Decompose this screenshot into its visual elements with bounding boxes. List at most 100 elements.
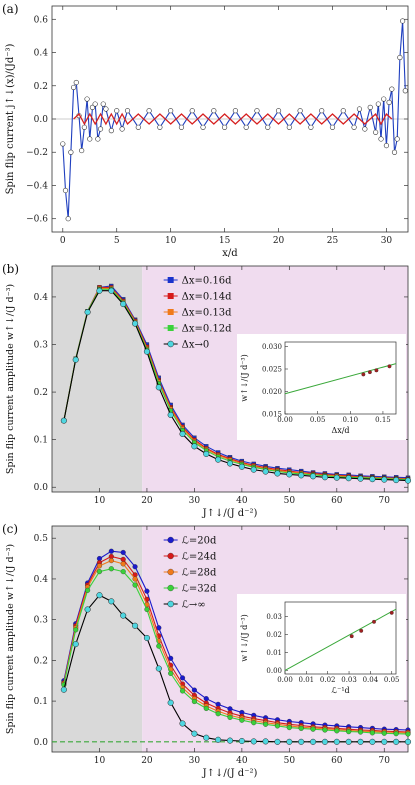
data-point <box>381 96 387 102</box>
data-point <box>157 124 163 130</box>
data-point <box>393 731 399 737</box>
data-point <box>321 738 328 745</box>
y-tick-label: 0.4 <box>34 293 49 303</box>
inset-x-label: Δx/d <box>331 426 349 435</box>
data-point <box>155 384 162 391</box>
legend-marker <box>167 536 174 544</box>
data-point <box>191 698 197 705</box>
data-point <box>85 587 91 593</box>
data-point <box>356 106 363 112</box>
data-point <box>389 86 395 92</box>
y-tick-label: 0.5 <box>34 534 49 544</box>
data-point <box>60 141 66 147</box>
data-point <box>72 356 79 363</box>
series-group-c <box>52 548 412 745</box>
x-tick-label: 10 <box>94 756 106 766</box>
data-point <box>351 124 357 130</box>
y-tick-label: 0.1 <box>34 436 48 446</box>
x-tick-label: 70 <box>379 756 391 766</box>
inset-y-tick-label: 0.03 <box>266 613 282 621</box>
data-point <box>96 592 103 599</box>
data-point <box>84 309 91 316</box>
data-point <box>238 463 245 470</box>
data-point <box>146 108 152 114</box>
data-point <box>143 348 150 355</box>
data-point <box>265 124 271 130</box>
data-point <box>132 576 138 582</box>
x-tick-label: 70 <box>379 496 391 506</box>
data-point <box>400 18 406 24</box>
data-point <box>381 730 387 736</box>
data-point <box>191 730 198 737</box>
data-point <box>319 108 325 114</box>
data-point <box>404 477 412 484</box>
data-point <box>286 124 292 130</box>
data-point <box>274 723 281 729</box>
x-axis-label-b: J↑↓/(J d⁻²) <box>202 508 258 519</box>
legend-marker <box>167 325 174 331</box>
data-point <box>393 738 400 745</box>
y-axis-label-a: Spin flip current j↑↓(x)/(Jd⁻³) <box>5 43 16 194</box>
legend-label: Δx=0.13d <box>182 308 233 319</box>
data-point <box>179 675 186 681</box>
y-tick-label: −0.4 <box>26 181 48 191</box>
data-point <box>143 634 150 642</box>
legend-marker <box>167 309 174 315</box>
data-point <box>92 101 98 107</box>
data-point <box>215 736 222 743</box>
data-point <box>119 126 125 132</box>
x-axis-label-c: J↑↓/(J d⁻²) <box>202 768 258 779</box>
legend-marker <box>167 552 174 560</box>
inset-y-tick-label: 0.02 <box>266 631 282 639</box>
data-point <box>274 738 281 745</box>
x-tick-label: 20 <box>141 496 153 506</box>
inset-background <box>237 334 406 440</box>
inset-data-point <box>349 634 354 639</box>
shaded-region-0 <box>52 266 143 492</box>
data-point <box>357 475 364 482</box>
panel-c: (c) 10 20 30 40 50 60 70 0.0 0.1 0.2 0.3 0.4 0.5 ℒ=2… <box>2 522 412 779</box>
data-point <box>73 627 79 633</box>
inset-y-label: w↑↓/(J d⁻³) <box>240 614 249 662</box>
x-tick-label: 30 <box>381 236 393 246</box>
data-point <box>68 149 74 155</box>
data-point <box>298 472 305 479</box>
data-point <box>250 466 257 473</box>
y-tick-label: 0.2 <box>34 388 48 398</box>
data-point <box>168 670 174 676</box>
data-point <box>120 549 126 556</box>
y-tick-label: −0.2 <box>26 148 48 158</box>
data-point <box>108 566 114 572</box>
data-point <box>114 108 120 114</box>
data-point <box>168 108 174 114</box>
data-point <box>262 738 269 745</box>
x-axis-label-a: x/d <box>222 248 238 259</box>
x-tick-label: 50 <box>284 496 296 506</box>
y-tick-label: 0.3 <box>34 341 49 351</box>
y-tick-label: 0.6 <box>34 15 49 25</box>
data-point <box>250 738 257 745</box>
inset-y-label: w↑↓/(J d⁻³) <box>240 354 249 402</box>
data-point <box>132 622 139 629</box>
data-point <box>156 643 162 649</box>
data-point <box>62 187 69 194</box>
plot-frame-b <box>51 265 409 493</box>
y-tick-label: 0.2 <box>34 82 48 92</box>
data-point <box>179 688 186 694</box>
inset-x-tick-label: 0.04 <box>363 676 379 684</box>
inset-x-tick-label: 0.02 <box>320 676 336 684</box>
data-point <box>96 569 103 575</box>
inset-fit-line <box>284 608 397 671</box>
data-point <box>108 128 114 134</box>
data-point <box>222 124 228 130</box>
data-point <box>79 147 85 154</box>
data-point <box>211 108 217 114</box>
legend-c: ℒ=20d ℒ=24d ℒ=28d ℒ=32d ℒ→∞ <box>163 536 217 611</box>
data-point <box>394 136 400 142</box>
panel-b: (b) 10 20 30 40 50 60 70 0.0 0.1 0.2 0.3 0.4 Δx=0.1… <box>2 262 412 519</box>
inset-frame <box>284 601 397 675</box>
data-point <box>232 108 238 114</box>
data-point <box>369 730 375 736</box>
data-point <box>334 728 340 734</box>
